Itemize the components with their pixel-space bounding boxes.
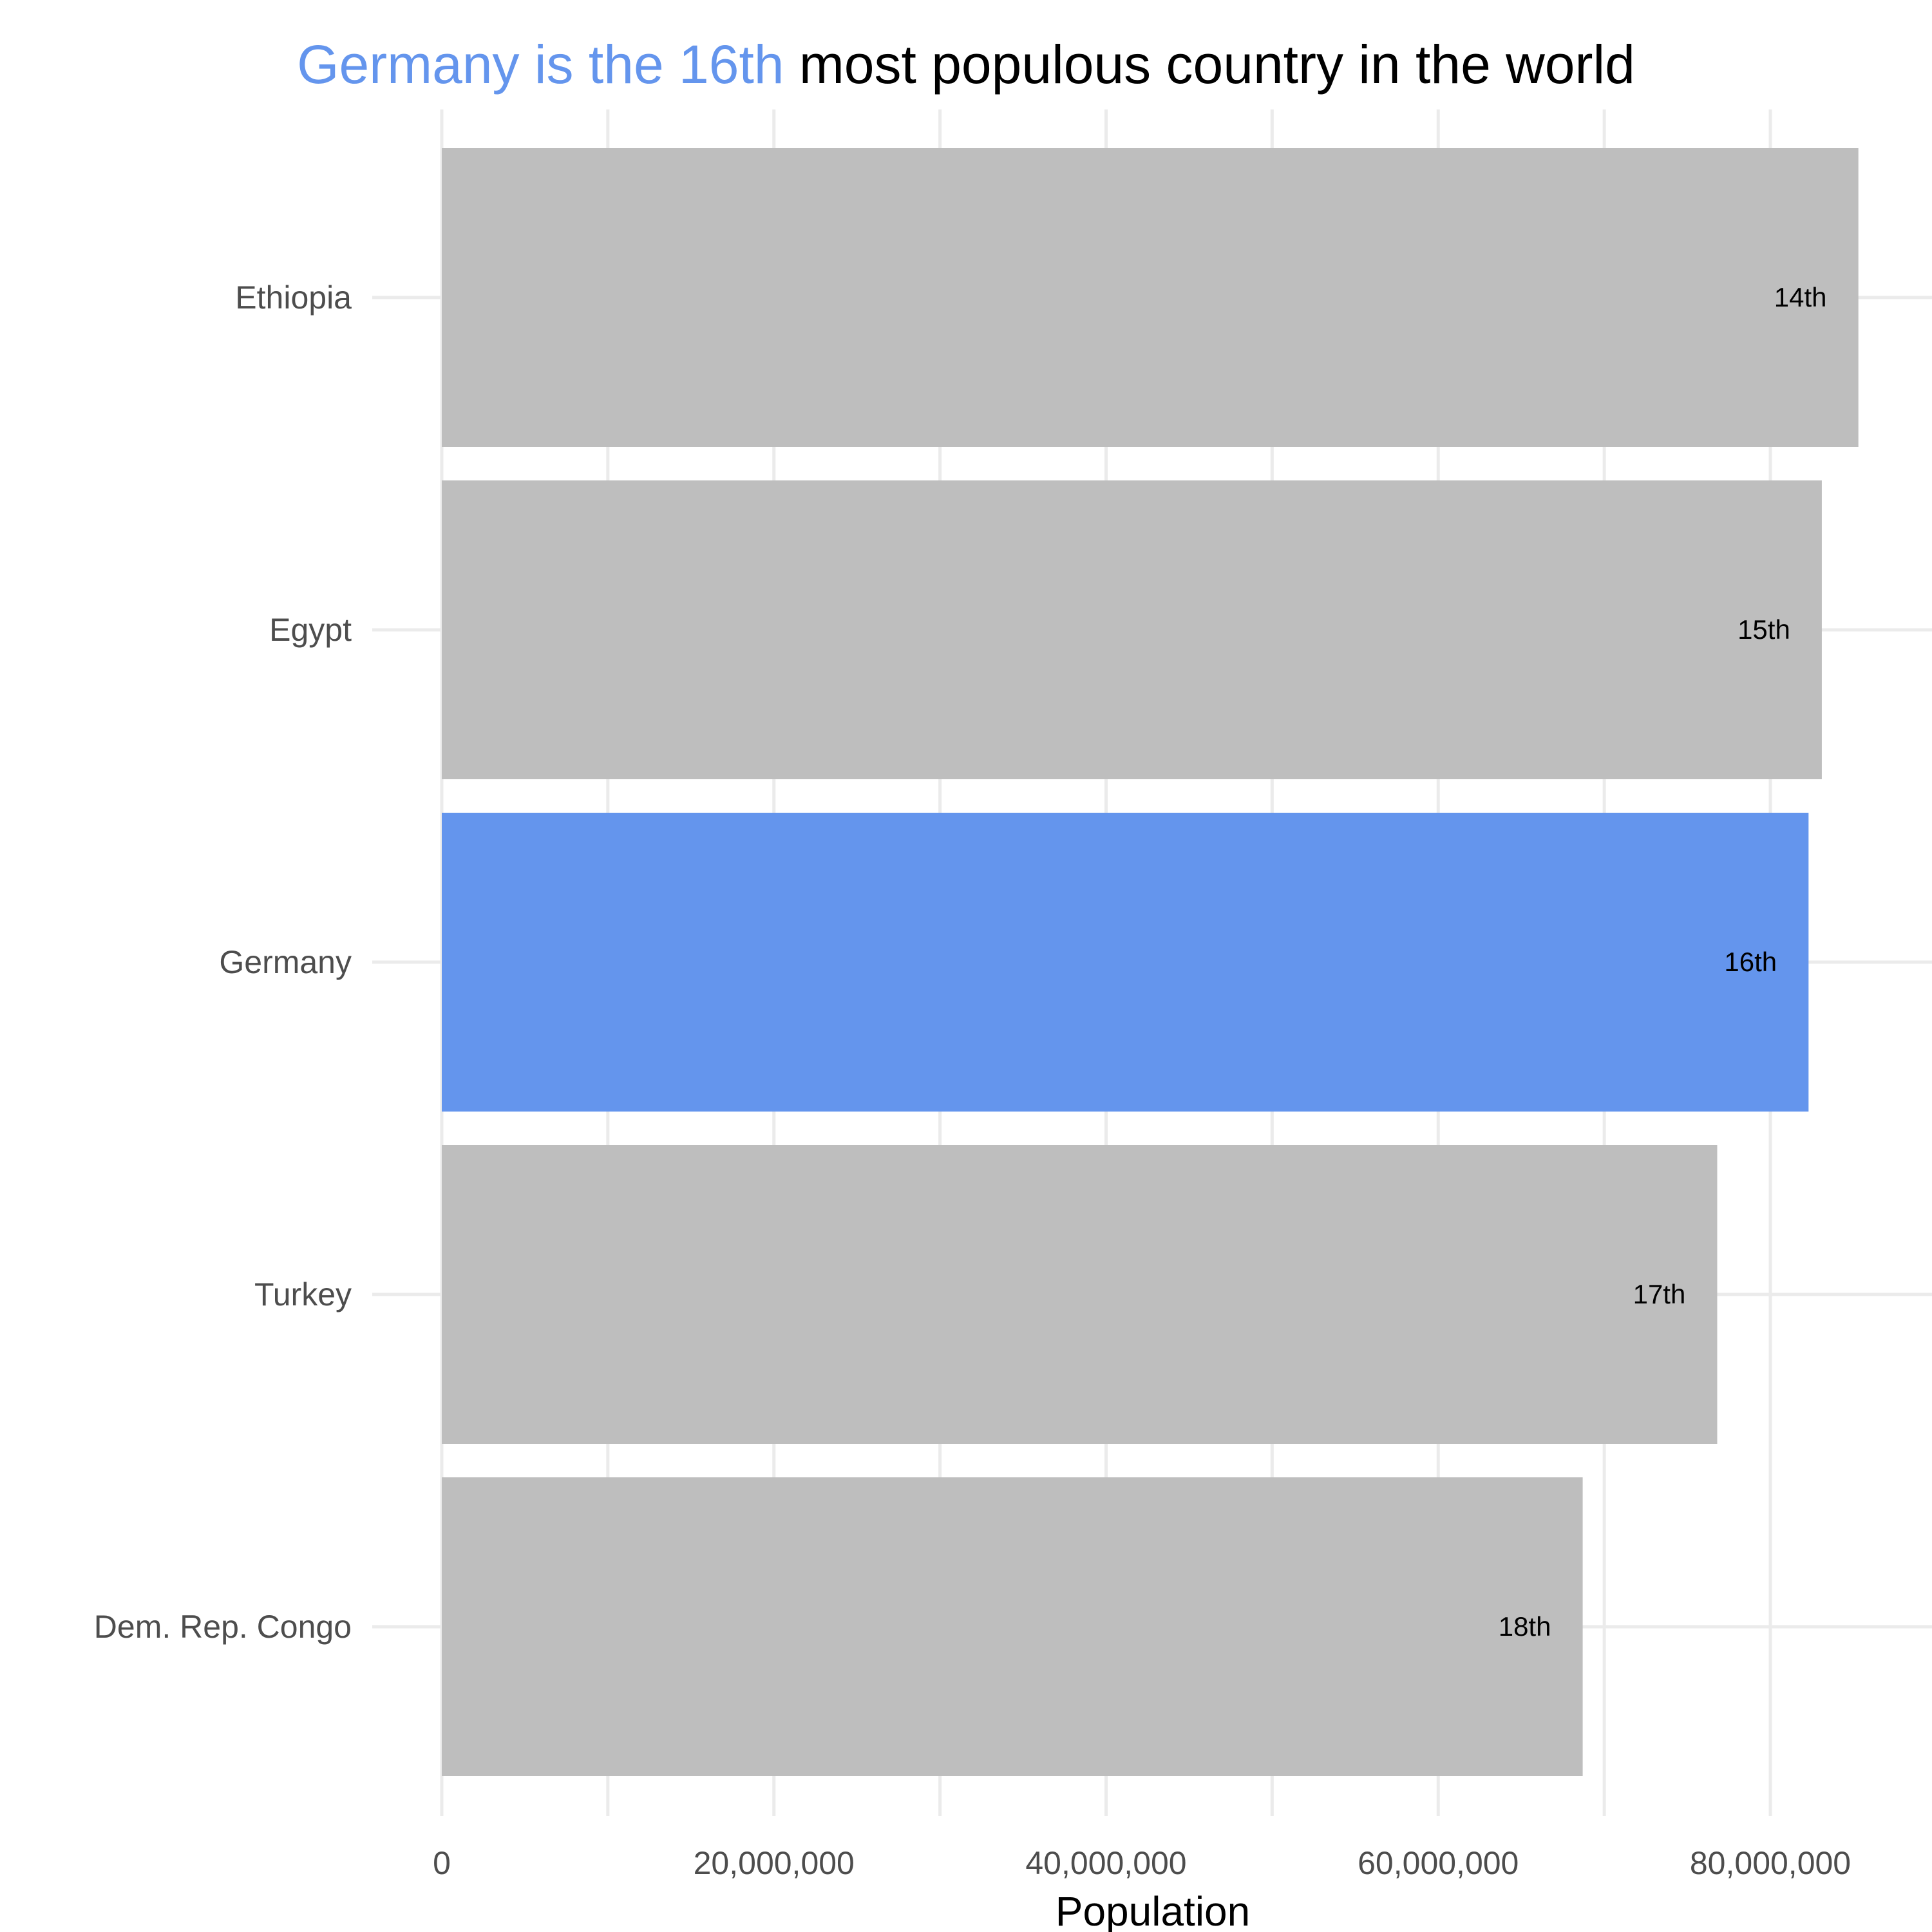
x-tick-label: 40,000,000 [1025, 1845, 1186, 1881]
bar-turkey [442, 1145, 1718, 1444]
bar-value-label: 15th [1738, 614, 1790, 645]
bar-value-label: 14th [1774, 282, 1827, 312]
y-axis-ticks: Ethiopia Egypt Germany Turkey Dem. Rep. Cong… [94, 279, 352, 1645]
bar-labels: 14th 15th 16th 17th 18th [1499, 282, 1827, 1642]
y-tick-label: Ethiopia [235, 279, 352, 316]
bar-ethiopia [442, 148, 1859, 447]
bar-value-label: 16th [1724, 947, 1777, 977]
x-axis-title: Population [1056, 1888, 1250, 1932]
bar-egypt [442, 480, 1822, 779]
bar-value-label: 18th [1499, 1611, 1551, 1642]
bar-germany [442, 813, 1809, 1112]
x-tick-label: 80,000,000 [1690, 1845, 1851, 1881]
bar-value-label: 17th [1633, 1279, 1686, 1309]
y-tick-label: Egypt [269, 612, 352, 648]
y-tick-label: Turkey [254, 1276, 352, 1312]
x-tick-label: 20,000,000 [694, 1845, 855, 1881]
x-tick-label: 60,000,000 [1358, 1845, 1519, 1881]
chart-title-highlight: Germany is the 16th [297, 34, 784, 95]
y-tick-label: Germany [219, 944, 352, 980]
chart-title: Germany is the 16th most populous countr… [0, 37, 1932, 91]
chart-title-rest: most populous country in the world [784, 34, 1635, 95]
y-tick-label: Dem. Rep. Congo [94, 1609, 352, 1645]
x-tick-label: 0 [433, 1845, 451, 1881]
x-axis-ticks: 0 20,000,000 40,000,000 60,000,000 80,000,00… [433, 1845, 1851, 1881]
bar-dem-rep-congo [442, 1477, 1583, 1776]
bars [442, 148, 1859, 1776]
